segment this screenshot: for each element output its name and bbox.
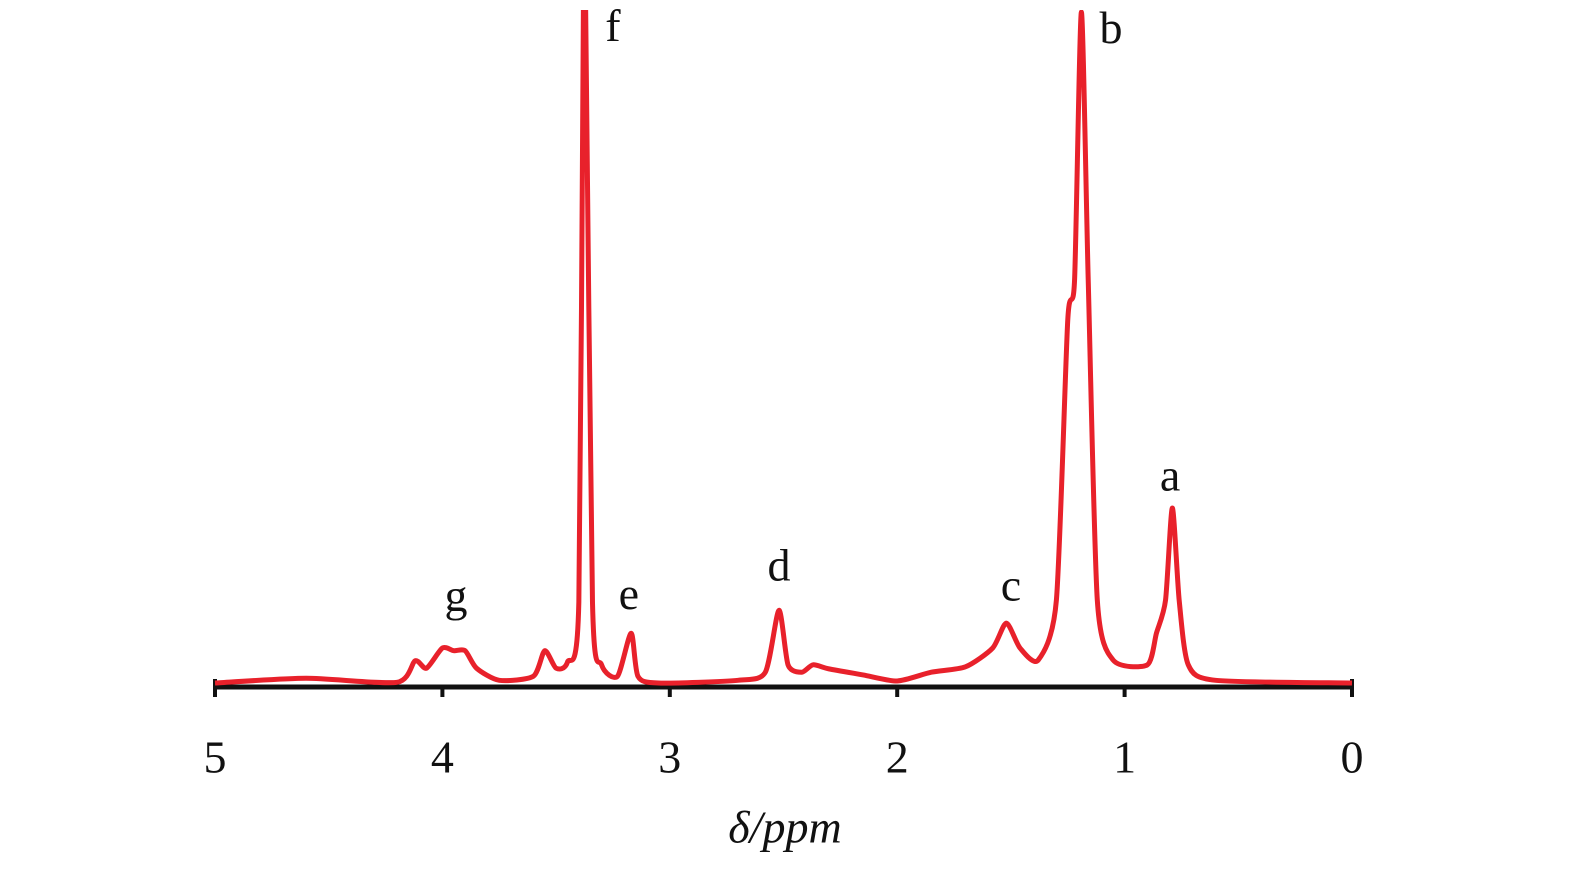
- spectrum-line: [214, 10, 1353, 686]
- x-tick-label: 2: [886, 732, 909, 783]
- peak-label: c: [1001, 560, 1021, 611]
- plot-area: [214, 10, 1353, 686]
- x-tick-label: 3: [658, 732, 681, 783]
- x-tick-label: 0: [1341, 732, 1364, 783]
- peak-label: f: [605, 0, 621, 51]
- x-tick-label: 5: [204, 732, 227, 783]
- x-axis-label: δ/ppm: [728, 802, 841, 853]
- peak-label: d: [767, 539, 790, 590]
- x-tick-label: 4: [431, 732, 454, 783]
- x-tick-label: 1: [1113, 732, 1136, 783]
- peak-label: a: [1160, 449, 1180, 500]
- peak-label: b: [1099, 2, 1122, 53]
- peak-label: e: [619, 568, 639, 619]
- peak-label: g: [445, 570, 468, 621]
